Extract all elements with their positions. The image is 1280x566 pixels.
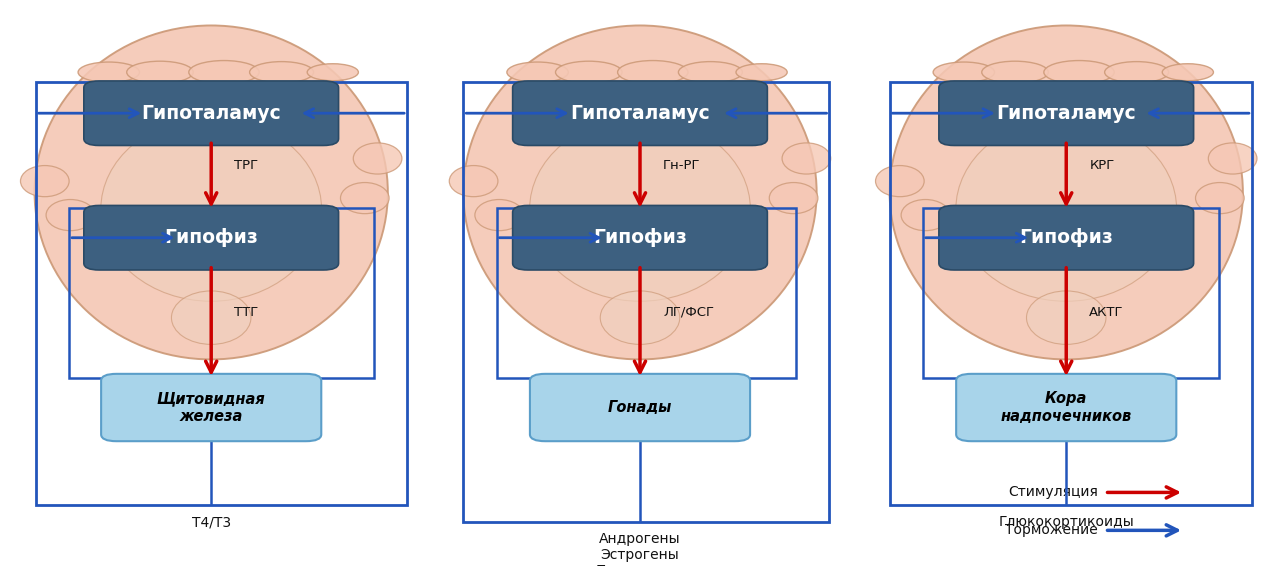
FancyBboxPatch shape (84, 205, 338, 270)
Ellipse shape (127, 61, 193, 83)
Text: Глюкокортикоиды: Глюкокортикоиды (998, 515, 1134, 529)
Ellipse shape (101, 118, 321, 301)
Text: ЛГ/ФСГ: ЛГ/ФСГ (663, 306, 714, 319)
FancyBboxPatch shape (84, 81, 338, 145)
Ellipse shape (35, 25, 388, 359)
Ellipse shape (1208, 143, 1257, 174)
Ellipse shape (956, 118, 1176, 301)
Ellipse shape (78, 62, 140, 83)
Ellipse shape (46, 200, 95, 231)
Ellipse shape (736, 64, 787, 81)
Text: Гипофиз: Гипофиз (164, 228, 259, 247)
Bar (69, 208, 374, 378)
FancyBboxPatch shape (101, 374, 321, 441)
Text: Щитовидная
железа: Щитовидная железа (157, 391, 265, 424)
Ellipse shape (1044, 61, 1114, 84)
FancyBboxPatch shape (512, 81, 767, 145)
Text: Гипофиз: Гипофиз (1019, 228, 1114, 247)
Text: ТТГ: ТТГ (234, 306, 259, 319)
FancyBboxPatch shape (530, 374, 750, 441)
Text: Гонады: Гонады (608, 400, 672, 415)
Text: Гипоталамус: Гипоталамус (996, 104, 1137, 123)
Ellipse shape (172, 291, 251, 344)
Bar (463, 82, 829, 522)
Ellipse shape (982, 61, 1048, 83)
Text: Гипофиз: Гипофиз (593, 228, 687, 247)
Ellipse shape (1196, 182, 1244, 213)
Ellipse shape (475, 200, 524, 231)
Ellipse shape (556, 61, 622, 83)
Text: Андрогены
Эстрогены
Прогестины: Андрогены Эстрогены Прогестины (595, 532, 685, 566)
Ellipse shape (463, 25, 817, 359)
Ellipse shape (250, 62, 314, 83)
FancyBboxPatch shape (956, 374, 1176, 441)
FancyBboxPatch shape (938, 81, 1193, 145)
Ellipse shape (1162, 64, 1213, 81)
Text: Гипоталамус: Гипоталамус (141, 104, 282, 123)
Ellipse shape (307, 64, 358, 81)
Bar (890, 82, 1252, 505)
Bar (497, 208, 796, 378)
Bar (923, 208, 1219, 378)
Ellipse shape (449, 165, 498, 196)
Ellipse shape (1027, 291, 1106, 344)
Ellipse shape (678, 62, 742, 83)
Ellipse shape (530, 118, 750, 301)
Text: АКТГ: АКТГ (1089, 306, 1124, 319)
Ellipse shape (600, 291, 680, 344)
Text: КРГ: КРГ (1089, 159, 1115, 171)
Ellipse shape (876, 165, 924, 196)
Ellipse shape (769, 182, 818, 213)
Text: ТРГ: ТРГ (234, 159, 259, 171)
Text: Гн-РГ: Гн-РГ (663, 159, 700, 171)
FancyBboxPatch shape (512, 205, 767, 270)
Ellipse shape (782, 143, 831, 174)
Ellipse shape (890, 25, 1243, 359)
Bar (36, 82, 407, 505)
Text: Гипоталамус: Гипоталамус (570, 104, 710, 123)
Ellipse shape (340, 182, 389, 213)
Ellipse shape (353, 143, 402, 174)
Ellipse shape (1105, 62, 1169, 83)
Ellipse shape (20, 165, 69, 196)
Text: Т4/Т3: Т4/Т3 (192, 515, 230, 529)
Text: Кора
надпочечников: Кора надпочечников (1001, 391, 1132, 424)
Ellipse shape (617, 61, 689, 84)
Ellipse shape (189, 61, 260, 84)
Ellipse shape (901, 200, 950, 231)
Text: Торможение: Торможение (1006, 524, 1098, 537)
Text: Стимуляция: Стимуляция (1009, 486, 1098, 499)
Ellipse shape (507, 62, 568, 83)
Ellipse shape (933, 62, 995, 83)
FancyBboxPatch shape (938, 205, 1193, 270)
